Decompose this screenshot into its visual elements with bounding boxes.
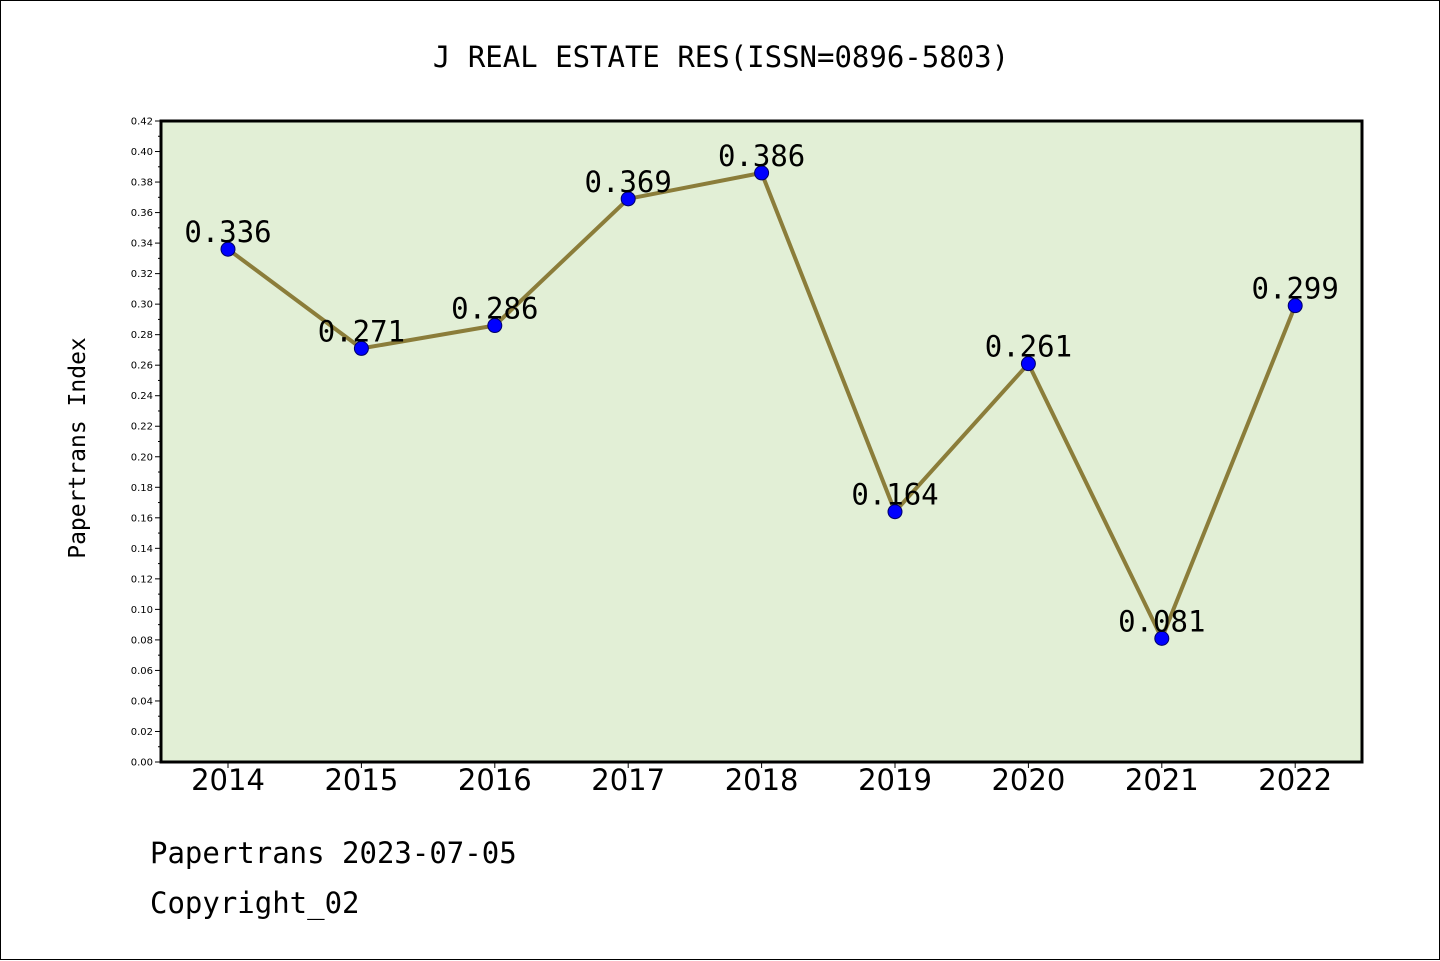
y-tick-label: 0.04 (131, 696, 153, 707)
x-tick-label: 2014 (191, 763, 265, 797)
y-tick-label: 0.38 (131, 178, 153, 189)
y-axis: 0.00 0.02 0.04 0.06 0.08 0.10 0.12 0.14 0.16 0.18… (131, 117, 161, 769)
data-label: 0.299 (1252, 272, 1339, 306)
y-tick-label: 0.28 (131, 330, 153, 341)
y-tick-label: 0.40 (131, 147, 153, 158)
x-tick-label: 2017 (591, 763, 665, 797)
y-tick-label: 0.12 (131, 574, 153, 585)
data-point (620, 191, 636, 207)
chart-title: J REAL ESTATE RES(ISSN=0896-5803) (433, 40, 1009, 74)
data-label: 0.261 (985, 330, 1072, 364)
y-tick-label: 0.42 (131, 117, 153, 128)
data-point (1287, 298, 1303, 314)
plot-area (161, 121, 1362, 762)
y-tick-label: 0.10 (131, 605, 153, 616)
y-tick-label: 0.22 (131, 422, 153, 433)
data-label: 0.369 (585, 165, 672, 199)
series-group (220, 165, 1303, 646)
data-point (220, 241, 236, 257)
plot-border (159, 119, 1364, 764)
data-label: 0.081 (1118, 604, 1205, 638)
y-tick-label: 0.02 (131, 727, 153, 738)
x-tick-label: 2016 (458, 763, 532, 797)
y-axis-label: Papertrans Index (65, 337, 91, 559)
data-point (1154, 630, 1170, 646)
data-labels: 0.336 0.271 0.286 0.369 0.386 0.164 0.261 0.081… (184, 139, 1339, 638)
y-tick-label: 0.24 (131, 391, 153, 402)
footer-date-line: Papertrans 2023-07-05 (150, 836, 517, 870)
data-label: 0.336 (184, 215, 271, 249)
x-axis: 2014 2015 2016 2017 2018 2019 2020 2021 2022 (191, 762, 1332, 797)
data-label: 0.271 (318, 314, 405, 348)
y-tick-label: 0.20 (131, 452, 153, 463)
y-tick-label: 0.32 (131, 269, 153, 280)
y-tick-label: 0.18 (131, 483, 153, 494)
y-tick-label: 0.16 (131, 513, 153, 524)
data-point (1020, 356, 1036, 372)
x-tick-label: 2019 (858, 763, 932, 797)
data-point (754, 165, 770, 181)
y-tick-label: 0.36 (131, 208, 153, 219)
x-tick-label: 2021 (1125, 763, 1199, 797)
footer-copyright-line: Copyright_02 (150, 886, 360, 920)
y-tick-label: 0.08 (131, 635, 153, 646)
data-point (353, 340, 369, 356)
x-tick-label: 2018 (725, 763, 799, 797)
data-label: 0.164 (851, 478, 938, 512)
y-tick-label: 0.34 (131, 239, 153, 250)
y-tick-label: 0.26 (131, 361, 153, 372)
data-point (887, 504, 903, 520)
data-point (487, 318, 503, 334)
y-tick-label: 0.06 (131, 666, 153, 677)
y-tick-label: 0.14 (131, 544, 153, 555)
x-tick-label: 2022 (1258, 763, 1332, 797)
y-tick-label: 0.30 (131, 300, 153, 311)
data-label: 0.286 (451, 292, 538, 326)
data-label: 0.386 (718, 139, 805, 173)
x-tick-label: 2015 (324, 763, 398, 797)
y-tick-label: 0.00 (131, 758, 153, 769)
x-tick-label: 2020 (991, 763, 1065, 797)
